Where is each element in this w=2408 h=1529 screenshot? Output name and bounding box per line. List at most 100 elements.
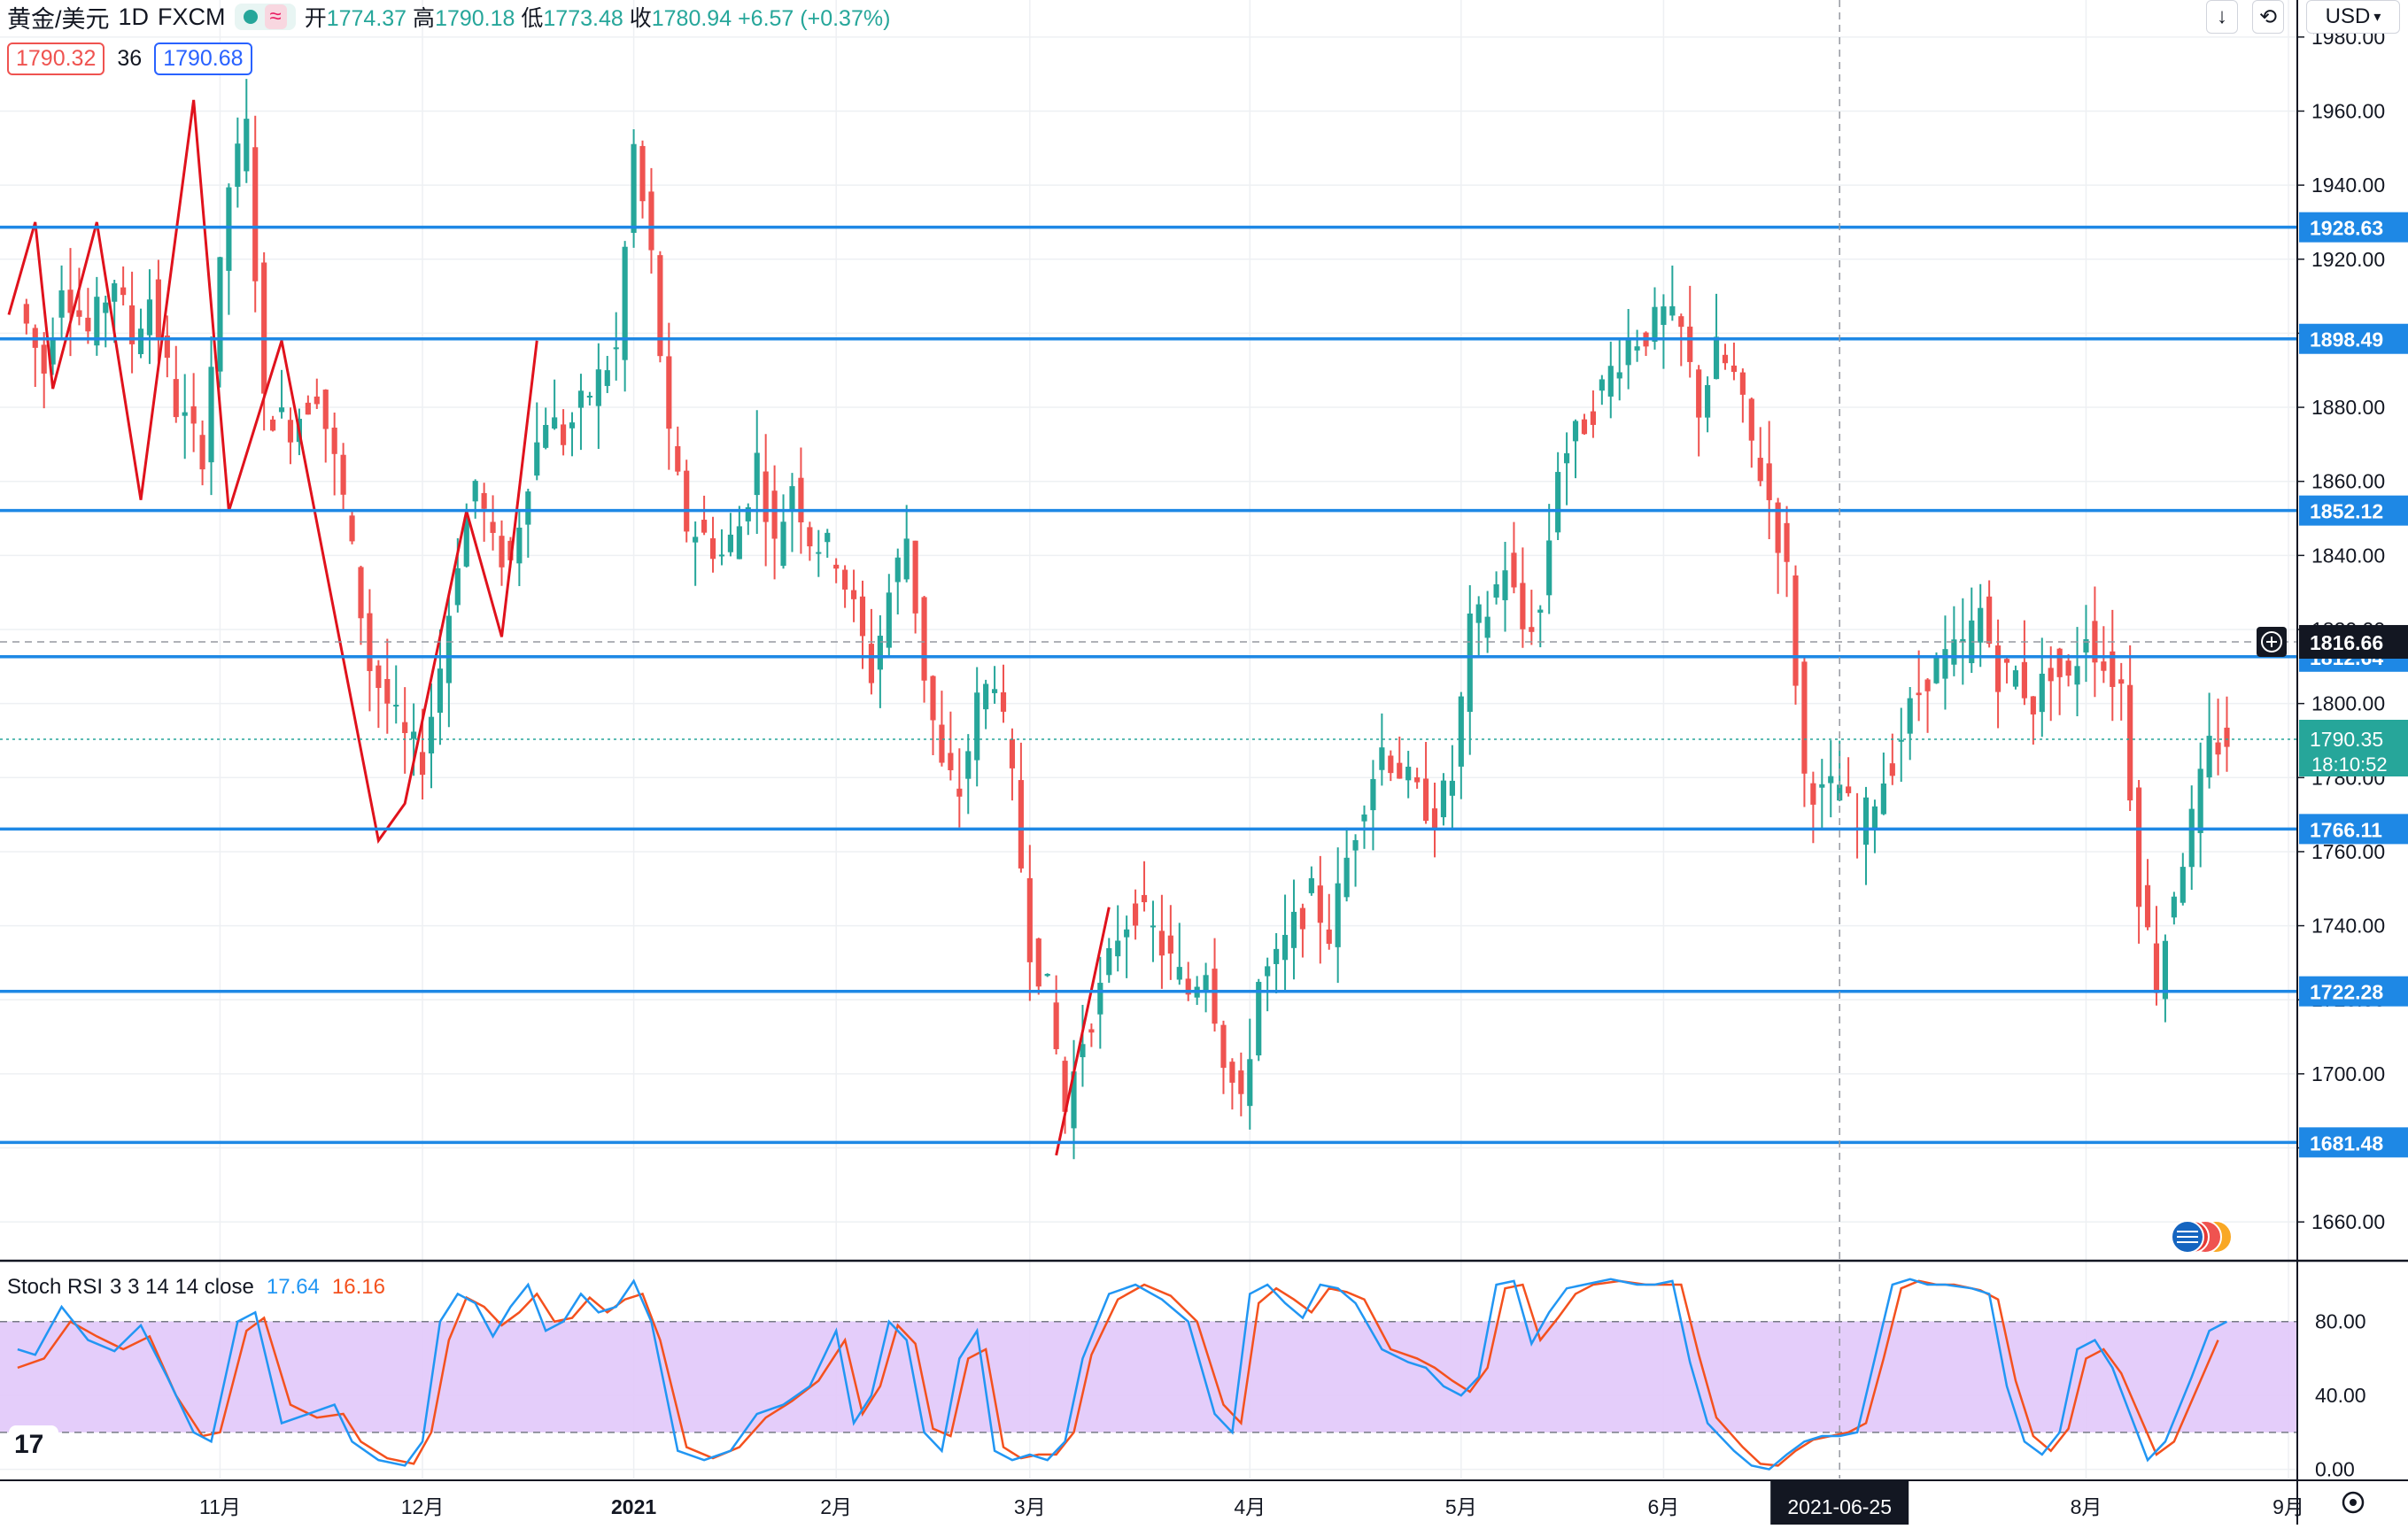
candle-body [2197, 768, 2203, 833]
candle-body [991, 689, 998, 693]
wave-icon[interactable]: ≈ [264, 4, 287, 29]
candle-body [1422, 778, 1429, 822]
candle-body [1757, 458, 1763, 482]
stoch-k-line [17, 1278, 2228, 1471]
candle-body [1819, 784, 1825, 788]
candle-body [1185, 978, 1191, 995]
candle-body [173, 379, 179, 418]
candle-body [1871, 806, 1878, 831]
interval-label[interactable]: 1D [118, 3, 150, 30]
candle-body [894, 557, 901, 583]
stoch-band [0, 1321, 2297, 1432]
candle-body [1511, 552, 1517, 588]
candle-body [1388, 755, 1394, 774]
refresh-icon[interactable]: ⟲ [2252, 0, 2284, 34]
crosshair-date-label: 2021-06-25 [1787, 1495, 1892, 1518]
candle-body [1449, 780, 1455, 796]
candle-body [1062, 1061, 1068, 1112]
bid-price[interactable]: 1790.32 [7, 42, 105, 75]
candle-body [595, 369, 601, 406]
candle-body [1924, 679, 1931, 691]
symbol-name[interactable]: 黄金/美元 [7, 5, 110, 33]
candle-body [1458, 696, 1464, 767]
candle-body [2171, 896, 2177, 918]
candle-body [666, 356, 672, 429]
candle-body [1555, 472, 1561, 533]
candle-body [1397, 762, 1403, 779]
time-tick-label: 12月 [401, 1495, 445, 1518]
candle-body [1274, 948, 1280, 964]
candle-body [1440, 780, 1447, 818]
tradingview-logo [9, 1425, 58, 1461]
bid-ask: 1790.32 36 1790.68 [7, 42, 252, 75]
candle-body [349, 515, 355, 542]
settings-gear-icon [2342, 1491, 2365, 1514]
ask-price[interactable]: 1790.68 [154, 42, 252, 75]
candle-body [631, 143, 637, 234]
candle-body [1035, 938, 1041, 987]
candle-body [472, 481, 478, 502]
level-price-label: 1928.63 [2310, 217, 2383, 240]
candle-body [340, 454, 346, 495]
candle-body [771, 490, 778, 539]
candle-body [1097, 983, 1103, 1015]
candle-body [67, 290, 74, 313]
candle-body [1581, 419, 1588, 435]
candle-body [709, 537, 716, 560]
candle-body [76, 310, 82, 317]
candle-body [402, 722, 408, 733]
chevron-down-icon: ▾ [2373, 10, 2381, 25]
low-label: 低 [521, 6, 544, 31]
candle-body [534, 442, 540, 476]
candle-body [331, 428, 337, 454]
level-price-tag [2299, 212, 2408, 243]
stoch-d-line [17, 1279, 2219, 1467]
source-label: FXCM [158, 3, 226, 30]
candle-body [675, 445, 681, 472]
level-price-label: 1681.48 [2310, 1131, 2383, 1154]
candle-body [384, 678, 391, 704]
currency-selector[interactable]: USD ▾ [2306, 0, 2400, 34]
download-arrow-icon[interactable]: ↓ [2206, 0, 2238, 34]
candle-body [155, 279, 161, 340]
candle-body [217, 257, 223, 372]
candle-body [1335, 883, 1341, 947]
tradingview-logo: 17 [14, 1430, 43, 1459]
candle-body [1520, 583, 1526, 629]
symbol-header[interactable]: 黄金/美元 1D FXCM ≈ 开1774.37 高1790.18 低1773.… [7, 1, 891, 33]
candle-body [2144, 884, 2151, 928]
candle-body [2021, 661, 2027, 699]
status-pill[interactable]: ≈ [234, 4, 296, 30]
candle-body [190, 405, 197, 424]
candle-body [1299, 907, 1306, 930]
candle-body [2065, 660, 2071, 676]
candle-body [877, 636, 883, 670]
candle-body [798, 477, 804, 522]
close-label: 收 [629, 6, 652, 31]
candle-body [2074, 666, 2080, 685]
candle-body [208, 367, 214, 463]
market-open-icon [243, 10, 258, 24]
candle-body [754, 452, 760, 496]
candle-body [314, 396, 320, 405]
candle-body [1133, 903, 1139, 926]
candle-body [428, 716, 435, 754]
candle-body [1705, 384, 1711, 418]
ohlc-readout: 开1774.37 高1790.18 低1773.48 收1780.94 +6.5… [305, 1, 891, 33]
candle-body [745, 507, 751, 521]
stoch-rsi-legend[interactable]: Stoch RSI 3 3 14 14 close 17.64 16.16 [7, 1275, 385, 1300]
stoch-d-value: 16.16 [331, 1275, 385, 1299]
candle-body [727, 534, 733, 552]
low-value: 1773.48 [543, 6, 623, 31]
candle-body [1009, 738, 1016, 768]
candle-body [120, 287, 127, 296]
candle-body [58, 290, 65, 318]
level-price-tag [2299, 814, 2408, 845]
candle-body [270, 419, 276, 431]
candle-body [543, 424, 549, 448]
candle-body [693, 537, 699, 543]
candle-body [1176, 967, 1182, 980]
candle-body [1220, 1024, 1227, 1069]
